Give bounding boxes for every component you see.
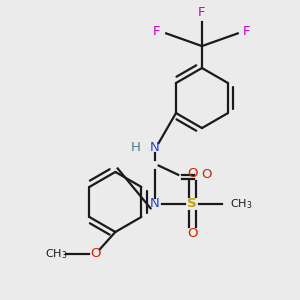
Text: O: O <box>90 248 101 260</box>
Text: O: O <box>201 168 211 181</box>
Text: O: O <box>187 227 197 240</box>
Text: S: S <box>187 197 197 210</box>
Text: CH$_3$: CH$_3$ <box>230 197 252 211</box>
Text: O: O <box>187 167 197 180</box>
Text: F: F <box>153 25 161 38</box>
Text: N: N <box>150 141 160 154</box>
Text: F: F <box>198 6 206 19</box>
Text: CH$_3$: CH$_3$ <box>45 247 67 261</box>
Text: F: F <box>243 25 251 38</box>
Text: N: N <box>150 197 160 210</box>
Text: H: H <box>131 141 141 154</box>
